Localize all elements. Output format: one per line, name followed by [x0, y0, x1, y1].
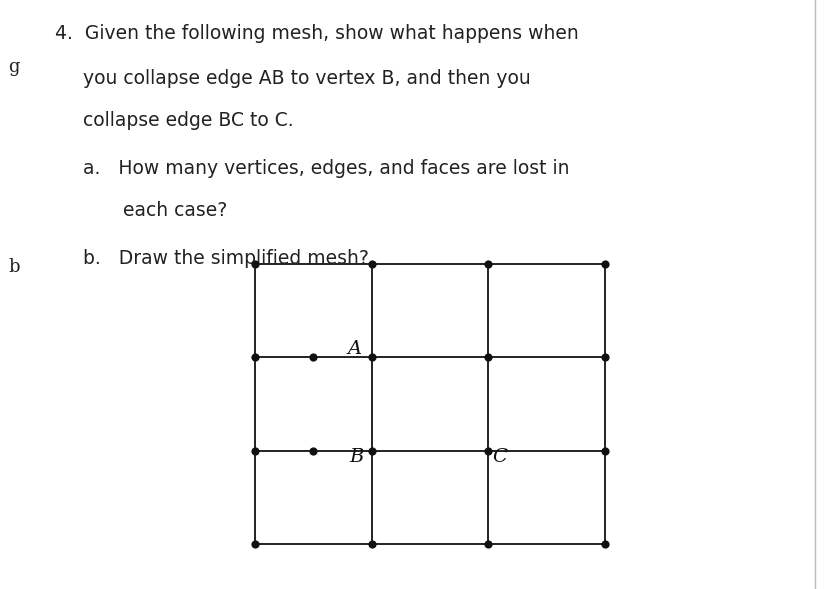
Point: [248, 353, 262, 362]
Text: each case?: each case?: [123, 201, 227, 220]
Text: g: g: [8, 58, 20, 76]
Point: [306, 446, 320, 455]
Point: [306, 353, 320, 362]
Text: b: b: [8, 258, 20, 276]
Text: b.   Draw the simplified mesh?: b. Draw the simplified mesh?: [83, 250, 368, 269]
Text: A: A: [347, 339, 361, 358]
Point: [598, 353, 611, 362]
Text: collapse edge BC to C.: collapse edge BC to C.: [83, 111, 293, 131]
Point: [598, 446, 611, 455]
Point: [364, 353, 378, 362]
Text: 4.  Given the following mesh, show what happens when: 4. Given the following mesh, show what h…: [55, 25, 578, 44]
Point: [598, 259, 611, 269]
Point: [248, 540, 262, 549]
Point: [248, 259, 262, 269]
Point: [248, 446, 262, 455]
Point: [364, 540, 378, 549]
Point: [598, 540, 611, 549]
Text: C: C: [491, 448, 506, 466]
Point: [481, 540, 494, 549]
Text: B: B: [349, 448, 363, 466]
Point: [364, 446, 378, 455]
Point: [364, 259, 378, 269]
Point: [481, 259, 494, 269]
Point: [481, 446, 494, 455]
Point: [481, 353, 494, 362]
Text: a.   How many vertices, edges, and faces are lost in: a. How many vertices, edges, and faces a…: [83, 160, 569, 178]
Text: you collapse edge AB to vertex B, and then you: you collapse edge AB to vertex B, and th…: [83, 70, 530, 88]
